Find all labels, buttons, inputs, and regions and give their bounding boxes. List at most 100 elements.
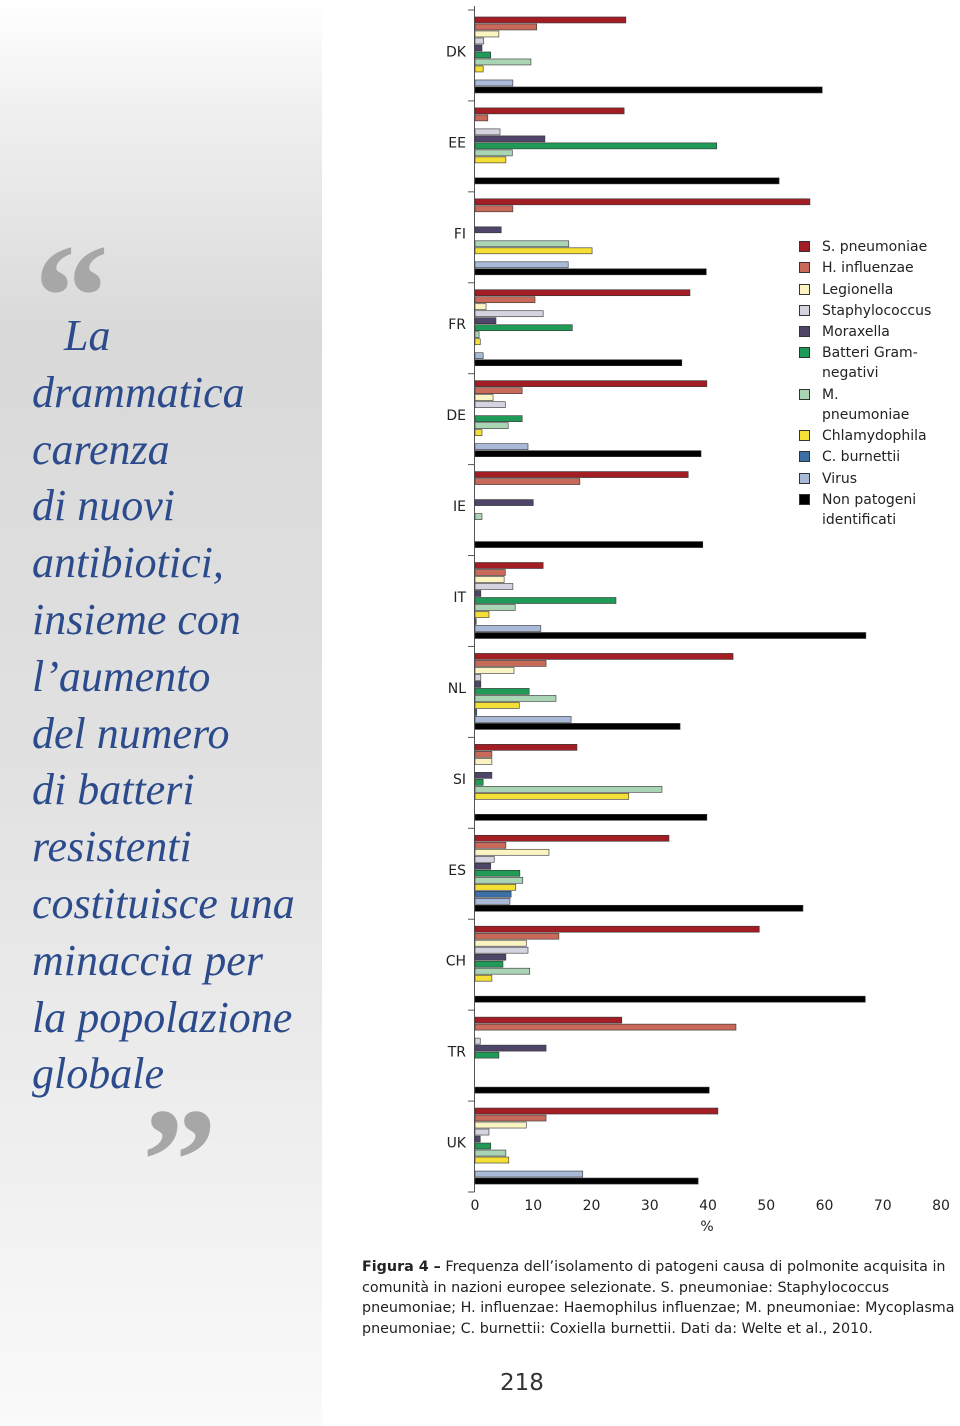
- legend-label: C. burnettii: [822, 449, 901, 466]
- bar: [474, 16, 627, 24]
- bar: [474, 324, 573, 332]
- bar: [474, 415, 523, 422]
- quote-line: l’aumento: [32, 651, 211, 701]
- bar: [474, 925, 760, 933]
- bar: [474, 359, 683, 367]
- bar: [474, 268, 707, 276]
- bar: [474, 317, 497, 325]
- bar: [474, 1170, 584, 1178]
- bar: [474, 51, 492, 59]
- bar: [474, 772, 493, 779]
- legend-item: Chlamydophila: [798, 426, 930, 446]
- bar: [474, 114, 489, 122]
- bar: [474, 1107, 719, 1115]
- bar: [474, 967, 531, 975]
- bar: [474, 681, 482, 688]
- page-number: 218: [500, 1370, 544, 1396]
- bar: [474, 946, 529, 954]
- quote-line: la popolazione: [32, 992, 293, 1042]
- quote-line: minaccia per: [32, 935, 263, 985]
- quote-line: di nuovi: [32, 481, 175, 531]
- bar: [474, 625, 542, 632]
- bar: [474, 667, 515, 674]
- legend: S. pneumoniae H. influenzae Legionella Stap…: [798, 237, 932, 531]
- bar: [474, 834, 670, 842]
- legend-label: Legionella: [822, 281, 894, 298]
- bar: [474, 1023, 737, 1031]
- bar: [474, 569, 506, 576]
- bar: [474, 814, 708, 821]
- pull-quote: La drammatica carenza di nuovi antibiotici, i…: [32, 308, 322, 1103]
- bar: [474, 135, 546, 143]
- x-tick-label: 60: [816, 1198, 834, 1214]
- category-label: NL: [448, 681, 466, 697]
- legend-label: S. pneumoniae: [822, 239, 928, 255]
- bar: [474, 86, 823, 94]
- x-axis-label: %: [700, 1219, 713, 1235]
- legend-label: M. pneumoniae: [822, 386, 910, 423]
- bar: [474, 338, 481, 346]
- bar: [474, 205, 514, 213]
- bar: [474, 751, 493, 758]
- bar: [474, 688, 530, 695]
- bar: [474, 23, 538, 31]
- legend-label: Moraxella: [822, 324, 890, 341]
- bar: [474, 695, 557, 702]
- bar: [474, 744, 578, 751]
- bar: [474, 855, 495, 863]
- bar: [474, 890, 512, 898]
- legend-label: Batteri Gram-negativi: [822, 345, 918, 382]
- legend-item: C. burnettii: [798, 447, 930, 467]
- bar: [474, 660, 547, 667]
- bar: [474, 37, 485, 45]
- bar: [474, 1114, 547, 1122]
- bar: [474, 702, 520, 709]
- legend-swatch: [799, 262, 810, 274]
- bar: [474, 177, 780, 185]
- bar: [474, 541, 704, 548]
- bar: [474, 1051, 500, 1059]
- bar: [474, 387, 523, 394]
- bar: [474, 1121, 527, 1129]
- bar: [474, 352, 484, 360]
- bar: [474, 1086, 710, 1094]
- bar: [474, 1149, 507, 1157]
- bar: [474, 65, 484, 73]
- legend-label: Virus: [822, 470, 858, 487]
- legend-label: Staphylococcus: [822, 302, 932, 319]
- bar: [474, 995, 866, 1003]
- bar: [474, 1044, 547, 1052]
- legend-swatch: [799, 241, 810, 252]
- category-label: CH: [446, 954, 466, 970]
- legend-item: Moraxella: [798, 322, 930, 342]
- bar: [474, 779, 484, 786]
- legend-item: M. pneumoniae: [798, 385, 930, 425]
- category-label: FR: [448, 317, 466, 333]
- legend-swatch: [799, 326, 810, 338]
- x-tick-label: 0: [471, 1198, 480, 1214]
- bar: [474, 247, 593, 255]
- category-label: ES: [448, 863, 466, 879]
- bar: [474, 79, 514, 87]
- quote-line: di batteri: [32, 765, 195, 815]
- bar: [474, 758, 493, 765]
- bar: [474, 296, 536, 304]
- quote-line: La: [64, 311, 111, 360]
- legend-item: Staphylococcus: [798, 301, 932, 321]
- legend-swatch: [799, 430, 810, 442]
- bar: [474, 443, 529, 450]
- caption-text: Frequenza dell’isolamento di patogeni ca…: [362, 1259, 955, 1338]
- category-label: FI: [454, 226, 466, 242]
- legend-swatch: [799, 493, 810, 505]
- bar: [474, 380, 708, 387]
- bar: [474, 716, 572, 723]
- side-panel: [0, 0, 322, 1426]
- bar: [474, 974, 493, 982]
- category-label: SI: [453, 772, 466, 788]
- category-label: IT: [453, 590, 466, 606]
- bar: [474, 310, 544, 318]
- bar: [474, 869, 521, 877]
- bar: [474, 653, 734, 660]
- legend-swatch: [799, 347, 810, 359]
